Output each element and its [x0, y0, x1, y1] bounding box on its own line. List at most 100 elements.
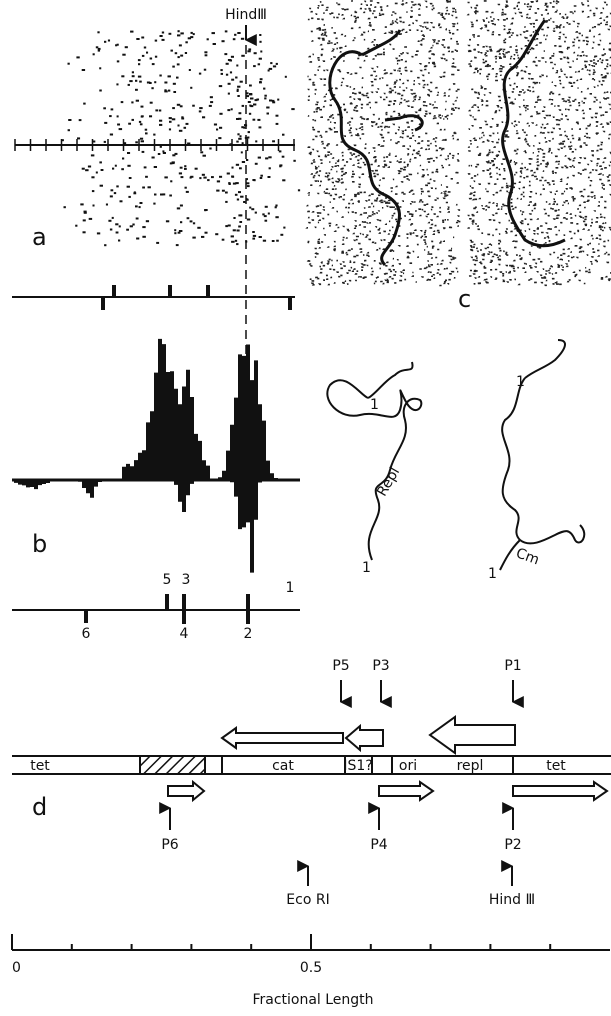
dot: [190, 36, 194, 39]
dot: [87, 165, 92, 168]
dot: [268, 156, 272, 159]
tracing-end-label: 1: [488, 566, 497, 582]
dot: [185, 122, 189, 125]
dot: [81, 69, 86, 71]
dot: [112, 167, 115, 170]
dot: [149, 101, 153, 104]
dot: [232, 229, 236, 232]
dot: [246, 95, 250, 98]
site-label: HindⅢ: [225, 7, 267, 23]
dot: [201, 173, 205, 176]
dot: [250, 97, 254, 100]
dot: [258, 126, 262, 129]
dot: [184, 186, 187, 189]
dot: [231, 175, 235, 178]
dot: [241, 104, 245, 107]
dot: [151, 63, 155, 66]
dot: [165, 220, 170, 223]
dot: [254, 211, 257, 214]
dot: [170, 49, 173, 52]
dot: [209, 96, 213, 99]
map-line-b: [12, 594, 300, 624]
dot: [162, 150, 165, 153]
dot: [68, 119, 72, 121]
dot: [174, 52, 178, 55]
dot: [129, 225, 133, 228]
dot: [158, 109, 162, 112]
dot: [159, 35, 163, 37]
map-line-a: [12, 285, 295, 310]
site-label: Eco RI: [286, 892, 329, 908]
dot: [168, 117, 172, 120]
dot: [67, 129, 70, 132]
dot: [215, 233, 219, 236]
tracing-end-label: 1: [370, 397, 379, 413]
dot: [184, 52, 188, 54]
dot: [95, 171, 98, 174]
dot: [161, 31, 165, 34]
dot: [207, 179, 210, 182]
dot: [181, 116, 184, 119]
dot: [95, 46, 99, 49]
dot: [262, 213, 265, 216]
dot: [245, 92, 249, 95]
dot: [213, 123, 218, 126]
dot: [220, 72, 224, 75]
dot: [136, 38, 140, 40]
dot: [236, 229, 240, 232]
promoter-label: P2: [504, 837, 521, 853]
tracing-end-label: 1: [362, 560, 371, 576]
dot: [177, 56, 180, 59]
dot: [220, 69, 223, 72]
dot: [111, 216, 114, 219]
dot: [237, 32, 241, 34]
dot: [159, 74, 162, 77]
panel-label: a: [32, 223, 47, 251]
dot: [264, 219, 268, 222]
dot: [128, 177, 132, 179]
dot: [231, 166, 234, 169]
dot: [121, 75, 125, 78]
dot: [159, 119, 163, 122]
dot: [263, 87, 266, 90]
dot: [274, 206, 277, 209]
dot: [116, 83, 119, 86]
dot: [275, 204, 278, 207]
peak-label: 4: [180, 626, 189, 642]
dot: [168, 128, 172, 131]
micrograph-grain: [466, 0, 611, 287]
dot: [116, 185, 119, 188]
dot: [176, 76, 179, 79]
dot: [131, 71, 135, 74]
dot: [264, 97, 267, 100]
peak-label: 1: [286, 580, 295, 596]
dot: [236, 64, 239, 67]
dot: [260, 50, 263, 53]
dot: [258, 236, 262, 238]
dot: [83, 102, 86, 105]
peak-label: 2: [244, 626, 253, 642]
dot: [119, 200, 123, 203]
dot: [103, 107, 106, 110]
dot: [185, 41, 188, 44]
dot: [236, 118, 240, 120]
dot: [171, 161, 175, 164]
dot: [135, 217, 139, 220]
dot: [169, 162, 173, 165]
dot: [82, 231, 86, 234]
dot: [268, 167, 271, 170]
dot: [253, 65, 256, 68]
dot: [157, 153, 161, 155]
dot: [206, 38, 209, 41]
dot: [122, 53, 126, 56]
dot: [202, 116, 206, 119]
dot: [231, 240, 235, 243]
dot: [159, 123, 163, 126]
dot: [177, 34, 181, 37]
dot: [282, 179, 286, 182]
dot: [236, 243, 239, 246]
dot: [118, 128, 123, 131]
dot: [128, 195, 131, 198]
dot: [252, 231, 255, 233]
dot: [187, 37, 192, 40]
